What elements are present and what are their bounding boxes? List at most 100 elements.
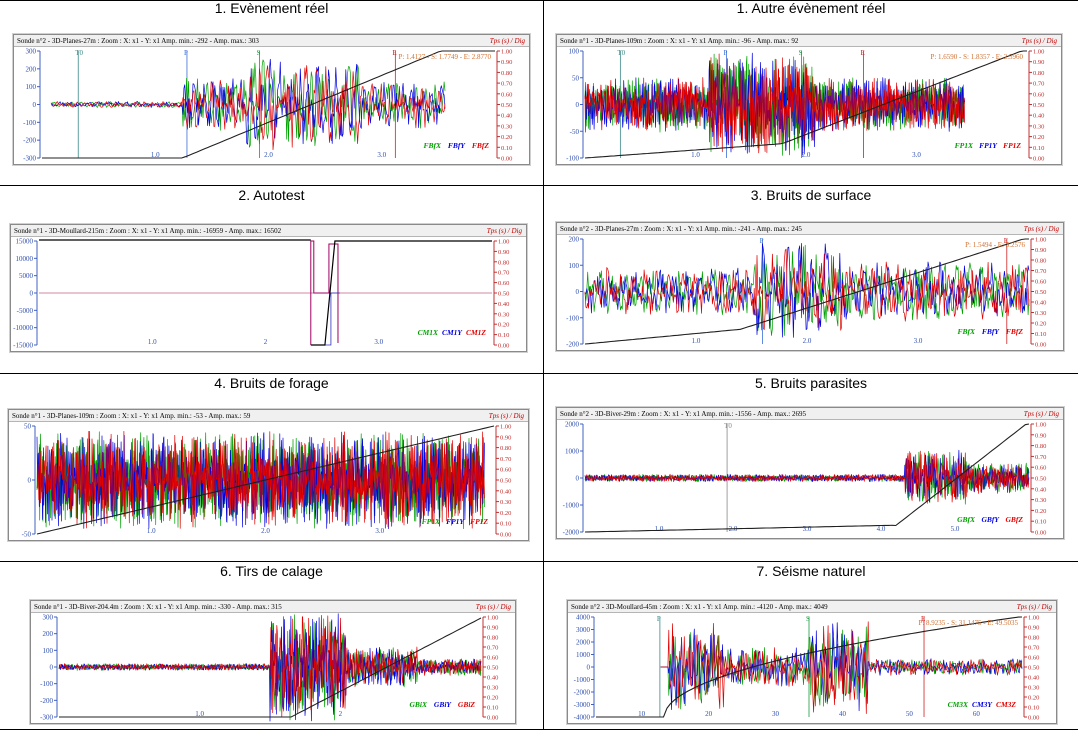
pick-marker-label: E [1004, 237, 1008, 245]
table-border [0, 0, 1078, 1]
seismogram-plot: 200 100 0 -100 -200 1.00 0.90 0.80 0.70 0.60 0.50 0… [566, 236, 1046, 349]
y-tick-label: -200 [40, 697, 53, 705]
y-tick-label: -300 [23, 155, 36, 163]
right-tick-label: 0.00 [1033, 156, 1044, 163]
right-tick-label: 0.50 [500, 478, 511, 485]
x-tick-label: 5.0 [951, 525, 960, 533]
right-tick-label: 1.00 [498, 239, 509, 246]
autotest-pulse [312, 292, 340, 346]
legend-entry: CM3Z [996, 700, 1016, 709]
y-tick-label: -1000 [574, 676, 591, 684]
right-tick-label: 0.30 [487, 685, 498, 692]
x-tick-label: 2 [264, 338, 268, 346]
right-tick-label: 0.60 [1033, 91, 1044, 98]
right-tick-label: 0.50 [1035, 476, 1046, 483]
time-unit-label: Tps (s) / Dig [1021, 37, 1057, 45]
right-tick-label: 0.10 [1033, 145, 1044, 152]
y-tick-label: 4000 [576, 614, 591, 622]
panel-header: Sonde n°2 - 3D-Moullard-45m : Zoom : X: … [568, 601, 1056, 613]
right-tick-label: 0.70 [1033, 81, 1044, 88]
time-unit-label: Tps (s) / Dig [486, 227, 522, 235]
x-tick-label: 2.0 [802, 151, 811, 159]
x-tick-label: 2.0 [264, 151, 273, 159]
panel-header-text: Sonde n°1 - 3D-Planes-109m : Zoom : X: x… [560, 37, 799, 45]
x-tick-label: 3.0 [803, 525, 812, 533]
energy-curve [42, 50, 495, 159]
right-tick-label: 0.80 [498, 259, 509, 266]
table-border [0, 373, 1078, 374]
waveform-trace [660, 621, 1023, 714]
time-unit-label: Tps (s) / Dig [1023, 410, 1059, 418]
right-tick-label: 0.90 [1035, 432, 1046, 439]
time-unit-label: Tps (s) / Dig [475, 603, 511, 611]
panel-header: Sonde n°1 - 3D-Biver-204.4m : Zoom : X: … [31, 601, 515, 613]
y-tick-label: 0 [50, 664, 54, 672]
energy-curve [59, 617, 482, 718]
pick-marker-label: S [806, 615, 810, 623]
energy-curve [584, 50, 1027, 159]
energy-curve [36, 425, 495, 535]
right-tick-label: 0.10 [498, 332, 509, 339]
y-tick-label: 3000 [576, 626, 591, 634]
waveform-trace [584, 248, 1030, 331]
legend-entry: GBiY [434, 700, 453, 709]
right-tick-label: 0.40 [1035, 486, 1046, 493]
y-tick-label: -4000 [574, 714, 591, 722]
figure-cell: 5. Bruits parasites [544, 374, 1078, 560]
seismogram-panel: Sonde n°2 - 3D-Biver-29m : Zoom : X: x1 … [556, 407, 1064, 539]
right-tick-label: 0.60 [1028, 655, 1039, 662]
seismogram-plot: 15000 10000 5000 0 -5000 -10000 -15000 1.00 0.90… [13, 238, 509, 350]
right-tick-label: 0.80 [487, 635, 498, 642]
y-tick-label: 15000 [16, 238, 34, 246]
right-tick-label: 0.40 [1028, 675, 1039, 682]
x-tick-label: 2 [339, 710, 343, 718]
x-tick-label: 3.0 [912, 151, 921, 159]
legend-entry: FBfY [448, 141, 467, 150]
legend-entry: FBfY [982, 327, 1001, 336]
right-tick-label: 0.50 [1035, 289, 1046, 296]
right-tick-label: 0.30 [1033, 123, 1044, 130]
right-tick-label: 0.90 [487, 625, 498, 632]
pick-annotation: P: 1.5494 - E: 3.2576 [965, 241, 1025, 249]
right-tick-label: 0.40 [501, 113, 512, 120]
right-tick-label: 0.80 [1035, 258, 1046, 265]
y-tick-label: -300 [40, 714, 53, 722]
right-tick-label: 0.20 [500, 510, 511, 517]
legend-entry: FP1Y [979, 141, 998, 150]
right-tick-label: 1.00 [1033, 49, 1044, 56]
y-tick-label: 1000 [565, 448, 580, 456]
right-tick-label: 0.50 [498, 291, 509, 298]
right-tick-label: 0.00 [1028, 715, 1039, 722]
legend-entry: FP1X [422, 517, 441, 526]
seismogram-panel: Sonde n°1 - 3D-Biver-204.4m : Zoom : X: … [30, 600, 516, 724]
x-tick-label: 1.0 [195, 710, 204, 718]
legend-entry: GBfX [957, 515, 976, 524]
right-tick-label: 0.30 [498, 311, 509, 318]
y-tick-label: 0 [587, 664, 591, 672]
right-tick-label: 0.50 [1033, 102, 1044, 109]
pick-annotation: P: 8.9235 - S: 31.1475 - E: 49.5035 [918, 619, 1018, 627]
right-tick-label: 1.00 [501, 49, 512, 56]
panel-title: 5. Bruits parasites [754, 375, 868, 391]
right-tick-label: 0.90 [1035, 247, 1046, 254]
x-tick-label: 30 [772, 710, 780, 718]
y-tick-label: 100 [43, 647, 54, 655]
right-tick-label: 0.90 [1033, 59, 1044, 66]
seismogram-panel: Sonde n°2 - 3D-Moullard-45m : Zoom : X: … [567, 600, 1057, 724]
y-tick-label: -100 [40, 680, 53, 688]
right-tick-label: 0.20 [487, 695, 498, 702]
pick-marker-label: P [184, 49, 188, 57]
panel-title: 7. Séisme naturel [756, 563, 866, 579]
right-tick-label: 0.40 [1035, 300, 1046, 307]
y-tick-label: 1000 [576, 651, 591, 659]
pick-marker-label: E [392, 49, 396, 57]
x-tick-label: 1.0 [147, 527, 156, 535]
right-tick-label: 1.00 [1035, 422, 1046, 429]
y-tick-label: -2000 [574, 689, 591, 697]
y-tick-label: 200 [26, 65, 37, 73]
right-tick-label: 0.40 [1033, 113, 1044, 120]
legend-entry: FP1Z [470, 517, 488, 526]
legend-entry: CM1Y [442, 328, 463, 337]
y-tick-label: -5000 [17, 307, 34, 315]
y-tick-label: -10000 [13, 324, 33, 332]
